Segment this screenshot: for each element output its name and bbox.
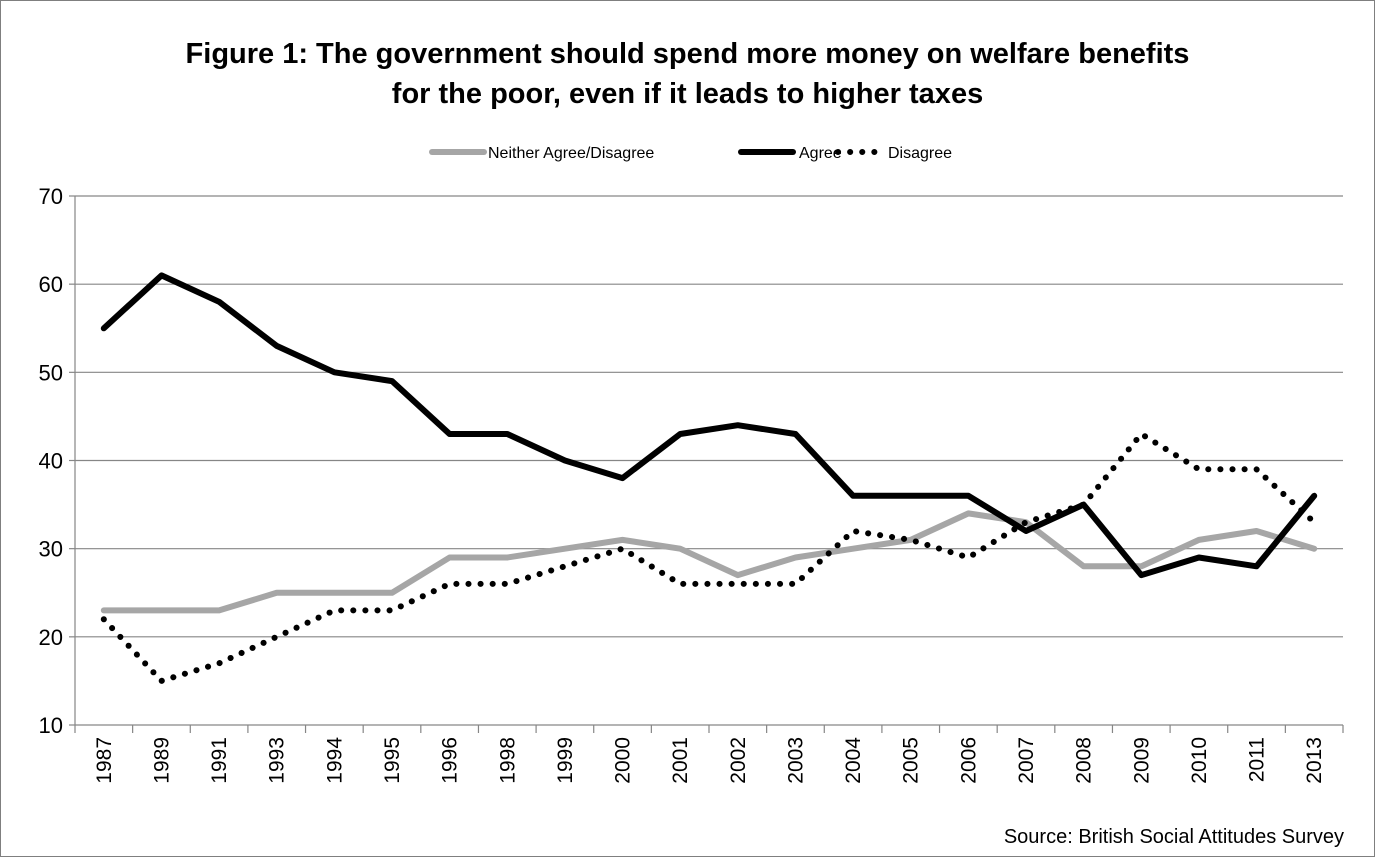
series-line-disagree <box>100 431 1318 684</box>
legend-label: Agree <box>799 145 842 162</box>
data-point <box>737 583 738 584</box>
y-tick-label: 20 <box>39 625 63 650</box>
series-line-agree <box>100 272 1318 579</box>
x-tick-label: 2004 <box>842 737 865 784</box>
x-tick-label: 1987 <box>93 737 116 784</box>
y-tick-label: 50 <box>39 360 63 385</box>
x-tick-label: 2007 <box>1015 737 1038 784</box>
x-tick-label: 2001 <box>669 737 692 784</box>
x-tick-label: 2008 <box>1073 737 1096 784</box>
x-tick-label: 1999 <box>554 737 577 784</box>
x-tick-label: 2002 <box>727 737 750 784</box>
x-tick-label: 2003 <box>784 737 807 784</box>
legend-item: Agree <box>738 145 842 162</box>
x-tick-label: 1998 <box>496 737 519 784</box>
data-point <box>449 583 450 584</box>
y-tick-label: 70 <box>39 184 63 209</box>
axes: 10 20 30 40 50 60 70 1987 1989 1991 1993 1994 1995 19… <box>39 184 1344 784</box>
y-tick-label: 40 <box>39 449 63 474</box>
x-tick-label: 2006 <box>957 737 980 784</box>
chart-title: Figure 1: The government should spend mo… <box>0 34 1375 114</box>
y-tick-label: 60 <box>39 272 63 297</box>
x-tick-label: 1996 <box>439 737 462 784</box>
x-tick-label: 1991 <box>208 737 231 784</box>
x-tick-label: 1989 <box>150 737 173 784</box>
x-tick-label: 2013 <box>1303 737 1326 784</box>
chart-title-line-1: Figure 1: The government should spend mo… <box>185 38 1190 70</box>
data-point <box>968 557 969 558</box>
x-tick-label: 2010 <box>1188 737 1211 784</box>
data-point <box>334 610 335 611</box>
data-point <box>1314 522 1315 523</box>
y-tick-label: 30 <box>39 537 63 562</box>
series-lines <box>100 272 1318 684</box>
legend-label: Neither Agree/Disagree <box>488 145 654 162</box>
x-tick-label: 2009 <box>1130 737 1153 784</box>
y-tick-label: 10 <box>39 713 63 738</box>
legend-label: Disagree <box>888 145 952 162</box>
data-point <box>1141 434 1142 435</box>
legend-item: Disagree <box>835 145 952 162</box>
x-tick-label: 1995 <box>381 737 404 784</box>
x-tick-label: 2005 <box>900 737 923 784</box>
chart-title-line-2: for the poor, even if it leads to higher… <box>391 78 984 110</box>
legend: Neither Agree/Disagree Agree Disagree <box>429 145 952 162</box>
x-tick-label: 1994 <box>323 737 346 784</box>
gridlines <box>75 195 1343 638</box>
source-note: Source: British Social Attitudes Survey <box>1003 826 1344 848</box>
legend-item: Neither Agree/Disagree <box>429 145 654 162</box>
x-tick-label: 2000 <box>612 737 635 784</box>
x-tick-label: 2011 <box>1246 737 1269 782</box>
series-line-neither-agree-disagree <box>100 510 1318 614</box>
x-tick-label: 1993 <box>266 737 289 784</box>
